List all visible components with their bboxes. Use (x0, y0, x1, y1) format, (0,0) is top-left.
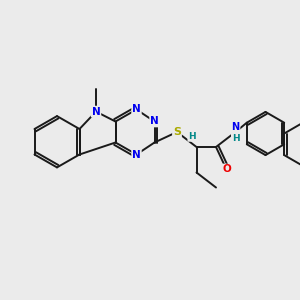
Text: N: N (150, 116, 159, 127)
Text: N: N (132, 104, 141, 115)
Text: H: H (232, 134, 239, 142)
Text: S: S (173, 127, 181, 137)
Text: N: N (92, 106, 100, 117)
Text: N: N (231, 122, 240, 133)
Text: N: N (132, 149, 141, 160)
Text: O: O (222, 164, 231, 175)
Text: H: H (188, 132, 196, 141)
